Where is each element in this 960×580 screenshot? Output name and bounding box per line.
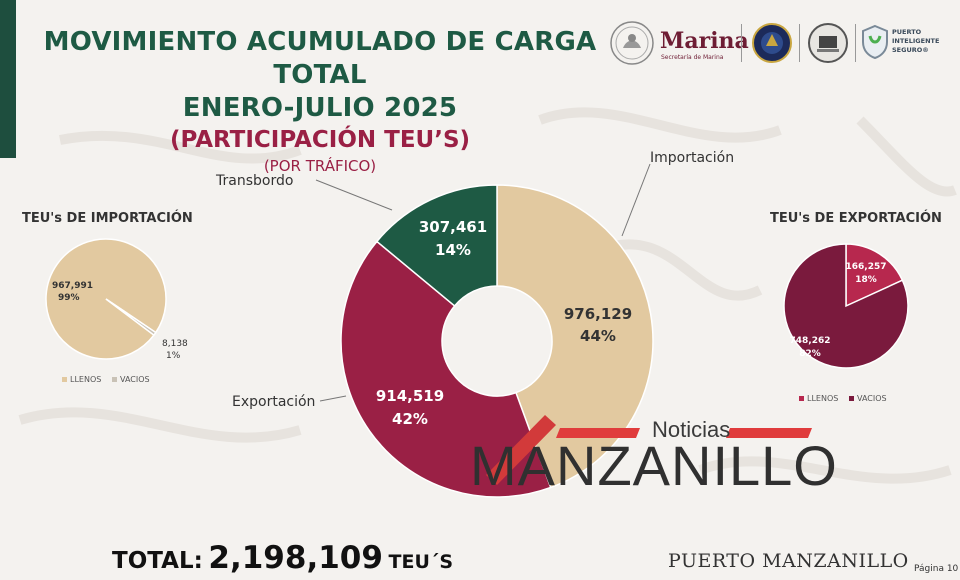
puerto-inteligente-text: PUERTO INTELIGENTE SEGURO® <box>892 28 940 54</box>
import-legend-llenos-label: LLENOS <box>70 375 101 384</box>
export-legend-llenos-label: LLENOS <box>807 394 838 403</box>
export-vacios-percent-label: 82% <box>799 349 821 359</box>
exportacion-slice <box>340 240 552 498</box>
title-block: MOVIMIENTO ACUMULADO DE CARGA TOTAL ENER… <box>20 26 620 177</box>
importacion-value-label: 976,129 <box>564 305 632 323</box>
title-line-2: ENERO-JULIO 2025 <box>182 93 458 123</box>
export-chart-title: TEU's DE EXPORTACIÓN <box>770 211 942 226</box>
exportacion-leader-line <box>319 395 347 402</box>
main-donut-chart <box>340 184 654 498</box>
logo-divider <box>741 24 742 62</box>
import-llenos-percent-label: 99% <box>58 293 80 303</box>
import-vacios-percent-label: 1% <box>166 351 181 361</box>
transbordo-category-label: Transbordo <box>215 173 293 189</box>
import-vacios-value-label: 8,138 <box>162 339 188 349</box>
logo-divider <box>855 24 856 62</box>
title-line-1: MOVIMIENTO ACUMULADO DE CARGA TOTAL <box>43 27 597 90</box>
total-value: 2,198,109 <box>208 540 383 576</box>
export-llenos-percent-label: 18% <box>855 275 877 285</box>
transbordo-percent-label: 14% <box>435 241 471 259</box>
import-chart-title: TEU's DE IMPORTACIÓN <box>22 211 193 226</box>
export-llenos-slice <box>845 243 904 308</box>
naval-emblem-icon <box>752 23 792 63</box>
export-vacios-slice <box>783 243 909 369</box>
exportacion-percent-label: 42% <box>392 410 428 428</box>
traffic-tag: (POR TRÁFICO) <box>263 157 377 175</box>
watermark-noticias: Noticias <box>652 417 731 442</box>
export-legend-vacios-swatch <box>849 396 854 401</box>
subtitle-line: (PARTICIPACIÓN TEU’S) <box>169 127 471 153</box>
port-emblem-icon <box>808 23 848 63</box>
import-pie-chart <box>45 238 167 360</box>
export-legend-vacios-label: VACIOS <box>857 394 887 403</box>
mexico-seal-icon <box>610 21 654 65</box>
transbordo-value-label: 307,461 <box>419 218 487 236</box>
marina-logo-text: Marina <box>660 28 749 54</box>
importacion-leader-line <box>621 163 651 237</box>
export-legend-llenos-swatch <box>799 396 804 401</box>
footer-puerto-manzanillo: PUERTO MANZANILLO <box>668 550 909 572</box>
import-llenos-value-label: 967,991 <box>52 281 93 291</box>
total-line: TOTAL: 2,198,109 TEU´S <box>112 540 453 576</box>
exportacion-category-label: Exportación <box>232 394 315 410</box>
exportacion-value-label: 914,519 <box>376 387 444 405</box>
page-number: Página 10 <box>914 564 959 574</box>
watermark-manzanillo: MANZANILLO <box>470 434 838 497</box>
importacion-percent-label: 44% <box>580 327 616 345</box>
importacion-category-label: Importación <box>650 150 734 166</box>
shield-icon <box>862 24 888 60</box>
marina-logo-subtitle: Secretaría de Marina <box>661 54 724 61</box>
total-label: TOTAL: <box>112 548 203 574</box>
export-pie-chart <box>783 243 909 369</box>
total-unit: TEU´S <box>388 551 454 573</box>
import-llenos-slice <box>45 238 167 360</box>
export-vacios-value-label: 748,262 <box>790 336 831 346</box>
import-legend-llenos-swatch <box>62 377 67 382</box>
transbordo-leader-line <box>315 179 393 211</box>
logo-divider <box>799 24 800 62</box>
import-vacios-slice <box>105 298 157 337</box>
importacion-slice <box>496 184 654 489</box>
export-llenos-value-label: 166,257 <box>846 262 887 272</box>
left-accent-bar <box>0 0 16 158</box>
logos-bar: Marina Secretaría de Marina PUERTO INTEL… <box>605 18 939 70</box>
transbordo-slice <box>375 184 498 307</box>
import-legend-vacios-label: VACIOS <box>120 375 150 384</box>
import-legend-vacios-swatch <box>112 377 117 382</box>
